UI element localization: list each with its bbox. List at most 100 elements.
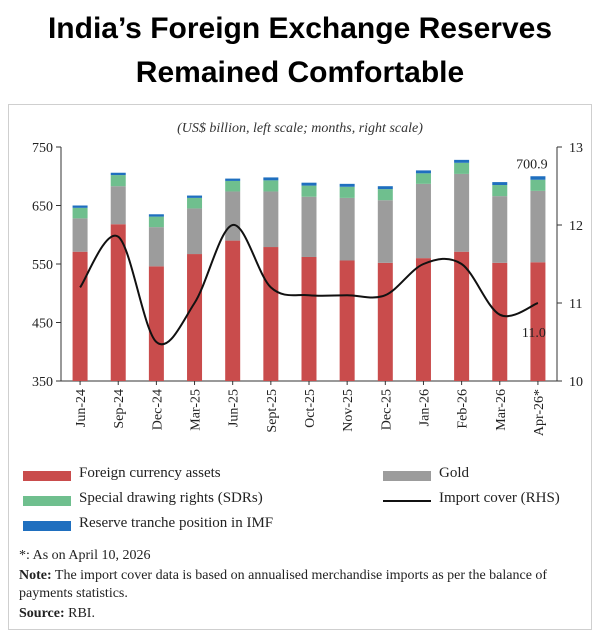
chart-panel: (US$ billion, left scale; months, right … (8, 104, 592, 630)
bar-segment-gold (492, 196, 508, 263)
bar-segment-foreign-currency-assets (187, 254, 203, 381)
bar-segment-foreign-currency-assets (339, 260, 355, 381)
bar-segment-foreign-currency-assets (530, 262, 546, 381)
bar-segment-special-drawing-rights-sdrs (530, 179, 546, 191)
annotation-last-cover: 11.0 (522, 326, 546, 341)
right-tick-label: 11 (569, 297, 582, 312)
bar-segment-special-drawing-rights-sdrs (339, 186, 355, 198)
left-tick-label: 750 (32, 141, 53, 156)
bar-segment-special-drawing-rights-sdrs (187, 197, 203, 209)
legend-swatch-gold (383, 471, 431, 481)
bar-segment-special-drawing-rights-sdrs (377, 189, 393, 201)
x-tick-label: Mar-25 (189, 389, 204, 431)
page-title-line-1: India’s Foreign Exchange Reserves (47, 12, 553, 45)
left-tick-label: 450 (32, 317, 53, 332)
right-tick-label: 12 (569, 219, 583, 234)
chart-annotations: 700.9 11.0 (516, 157, 548, 341)
note: Note: The import cover data is based on … (19, 567, 579, 603)
import-cover-path (79, 224, 539, 346)
bar-segment-reserve-tranche-position-in-imf (187, 195, 203, 198)
bar-segment-gold (72, 218, 88, 252)
x-tick-label: Dec-25 (379, 389, 394, 430)
bar-segment-gold (187, 208, 203, 255)
bar-segment-special-drawing-rights-sdrs (225, 180, 241, 192)
chart-bars (72, 159, 546, 381)
x-tick-label: Jan-26 (417, 389, 432, 426)
legend-swatch-sdrs (23, 496, 71, 506)
bar-segment-foreign-currency-assets (110, 224, 126, 381)
stacked-bar-chart: (US$ billion, left scale; months, right … (32, 121, 583, 436)
bar-segment-reserve-tranche-position-in-imf (148, 214, 164, 217)
legend-label-import-cover: Import cover (RHS) (439, 490, 560, 506)
legend-label-sdrs: Special drawing rights (SDRs) (79, 490, 263, 506)
bar-segment-foreign-currency-assets (492, 262, 508, 381)
chart-subtitle: (US$ billion, left scale; months, right … (177, 121, 423, 136)
bar-segment-reserve-tranche-position-in-imf (339, 183, 355, 187)
bar-segment-reserve-tranche-position-in-imf (225, 178, 241, 181)
bar-segment-foreign-currency-assets (148, 266, 164, 381)
legend-swatch-foreign-currency-assets (23, 471, 71, 481)
bar-segment-gold (301, 196, 317, 257)
bar-segment-special-drawing-rights-sdrs (263, 180, 279, 192)
legend-swatch-reserve-tranche (23, 521, 71, 531)
legend-line-import-cover (383, 500, 431, 502)
left-tick-label: 550 (32, 258, 53, 273)
bar-segment-foreign-currency-assets (263, 247, 279, 381)
left-tick-label: 650 (32, 200, 53, 215)
footnote: *: As on April 10, 2026 (19, 548, 151, 563)
right-tick-label: 10 (569, 375, 583, 390)
legend-label-foreign-currency-assets: Foreign currency assets (79, 465, 221, 481)
bar-segment-reserve-tranche-position-in-imf (263, 177, 279, 181)
bar-segment-special-drawing-rights-sdrs (492, 185, 508, 197)
source-text: RBI. (64, 606, 95, 621)
bar-segment-foreign-currency-assets (454, 251, 470, 381)
bar-segment-foreign-currency-assets (415, 258, 431, 381)
bar-segment-reserve-tranche-position-in-imf (72, 205, 88, 208)
chart-axes: 350 450 550 650 750 10 11 12 13 Jun-24 Sep-24 Dec-2… (32, 141, 583, 436)
bar-segment-reserve-tranche-position-in-imf (301, 182, 317, 186)
x-tick-label: Sept-25 (265, 389, 280, 433)
bar-segment-reserve-tranche-position-in-imf (454, 159, 470, 163)
source-label: Source: (19, 606, 65, 621)
import-cover-line (79, 224, 539, 346)
left-tick-label: 350 (32, 375, 53, 390)
bar-segment-special-drawing-rights-sdrs (72, 207, 88, 219)
x-tick-label: Jun-25 (227, 389, 242, 427)
bar-segment-gold (415, 183, 431, 259)
legend-label-reserve-tranche: Reserve tranche position in IMF (79, 515, 274, 531)
x-tick-label: Sep-24 (112, 389, 127, 429)
bar-segment-gold (339, 197, 355, 261)
x-tick-label: Oct-25 (303, 389, 318, 428)
bar-segment-reserve-tranche-position-in-imf (377, 186, 393, 190)
bar-segment-special-drawing-rights-sdrs (415, 173, 431, 184)
x-tick-label: Dec-24 (150, 389, 165, 430)
x-tick-label: Mar-26 (494, 389, 509, 431)
legend-label-gold: Gold (439, 465, 469, 481)
bar-segment-gold (377, 200, 393, 263)
bar-segment-special-drawing-rights-sdrs (148, 216, 164, 228)
bar-segment-foreign-currency-assets (301, 256, 317, 381)
bar-segment-special-drawing-rights-sdrs (301, 185, 317, 197)
note-label: Note: (19, 568, 52, 583)
bar-segment-gold (263, 191, 279, 248)
bar-segment-gold (530, 190, 546, 263)
source: Source: RBI. (19, 605, 95, 623)
bar-segment-special-drawing-rights-sdrs (454, 162, 470, 174)
bar-segment-gold (148, 227, 164, 267)
annotation-last-total: 700.9 (516, 157, 548, 172)
bar-segment-special-drawing-rights-sdrs (110, 175, 126, 187)
bar-segment-foreign-currency-assets (72, 251, 88, 381)
bar-segment-gold (110, 186, 126, 225)
bar-segment-foreign-currency-assets (377, 262, 393, 381)
bar-segment-foreign-currency-assets (225, 240, 241, 381)
bar-segment-reserve-tranche-position-in-imf (415, 170, 431, 174)
right-tick-label: 13 (569, 141, 583, 156)
note-text: The import cover data is based on annual… (19, 568, 548, 601)
bar-segment-reserve-tranche-position-in-imf (530, 176, 546, 180)
bar-segment-gold (225, 191, 241, 241)
x-tick-label: Nov-25 (341, 389, 356, 432)
bar-segment-reserve-tranche-position-in-imf (492, 182, 508, 186)
bar-segment-reserve-tranche-position-in-imf (110, 172, 126, 176)
x-tick-label: Jun-24 (74, 389, 89, 427)
x-tick-label: Feb-26 (456, 389, 471, 429)
